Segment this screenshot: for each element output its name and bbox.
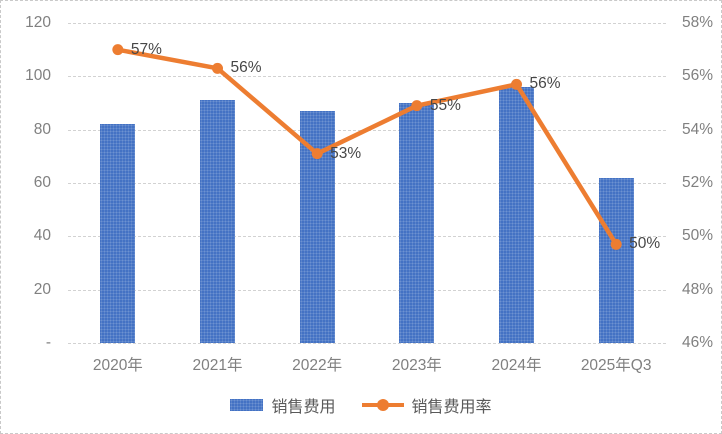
left-axis-tick-label: 40 [33,227,51,245]
legend-item-销售费用: 销售费用 [230,393,336,417]
line-path [117,47,619,246]
line-marker-2024年 [511,78,522,90]
right-axis-tick-label: 56% [682,67,714,85]
plot-area [68,23,666,344]
data-label-2021年: 56% [230,59,262,77]
left-axis-tick-label: 60 [33,174,51,191]
right-axis-tick-label: 46% [682,334,714,351]
right-axis-tick-label: 54% [682,120,714,138]
bar-2024年 [499,87,534,343]
grid-line [68,343,666,344]
right-axis-tick-label: 50% [682,227,714,245]
legend-line-swatch [361,399,404,411]
grid-line [68,76,666,78]
data-label-2020年: 57% [130,40,162,58]
left-axis-tick-label: 80 [33,120,51,138]
line-series-layer [112,44,622,250]
data-label-2023年: 55% [429,96,461,114]
right-axis-tick-label: 58% [682,14,714,31]
line-marker-2023年 [411,100,423,112]
line-marker-2025年Q3 [610,238,622,250]
legend-item-销售费用率: 销售费用率 [361,393,492,417]
legend-label: 销售费用 [271,399,336,416]
grid-line [68,183,666,184]
line-marker-2021年 [212,62,223,74]
x-axis-label-2024年: 2024年 [491,357,542,374]
bar-2025年Q3 [598,177,634,343]
line-marker-2022年 [311,148,323,160]
bar-2021年 [200,100,235,343]
grid-line [68,23,666,24]
legend-label: 销售费用率 [411,399,492,416]
legend-line-marker [376,399,389,411]
x-axis-label-2023年: 2023年 [391,357,442,374]
right-axis-tick-label: 52% [682,174,714,191]
left-axis-tick-label: 20 [33,280,51,298]
data-label-2024年: 56% [529,75,561,93]
legend-bar-swatch [230,399,264,411]
x-axis-label-2020年: 2020年 [92,357,143,374]
bar-2020年 [100,124,136,343]
line-marker-2020年 [112,44,124,56]
left-axis-tick-label: 100 [25,67,51,85]
bar-2023年 [399,103,435,343]
x-axis-label-2022年: 2022年 [292,357,343,374]
data-label-2025年Q3: 50% [629,235,661,253]
grid-line [68,236,666,238]
right-axis-tick-label: 48% [682,280,714,298]
data-label-2022年: 53% [330,144,362,162]
left-axis-tick-label: - [45,334,51,351]
x-axis-label-2021年: 2021年 [192,357,243,374]
legend: 销售费用 销售费用率 [1,393,721,417]
x-axis-label-2025年Q3: 2025年Q3 [580,357,652,374]
left-axis-tick-label: 120 [25,14,51,31]
grid-line [68,289,666,291]
